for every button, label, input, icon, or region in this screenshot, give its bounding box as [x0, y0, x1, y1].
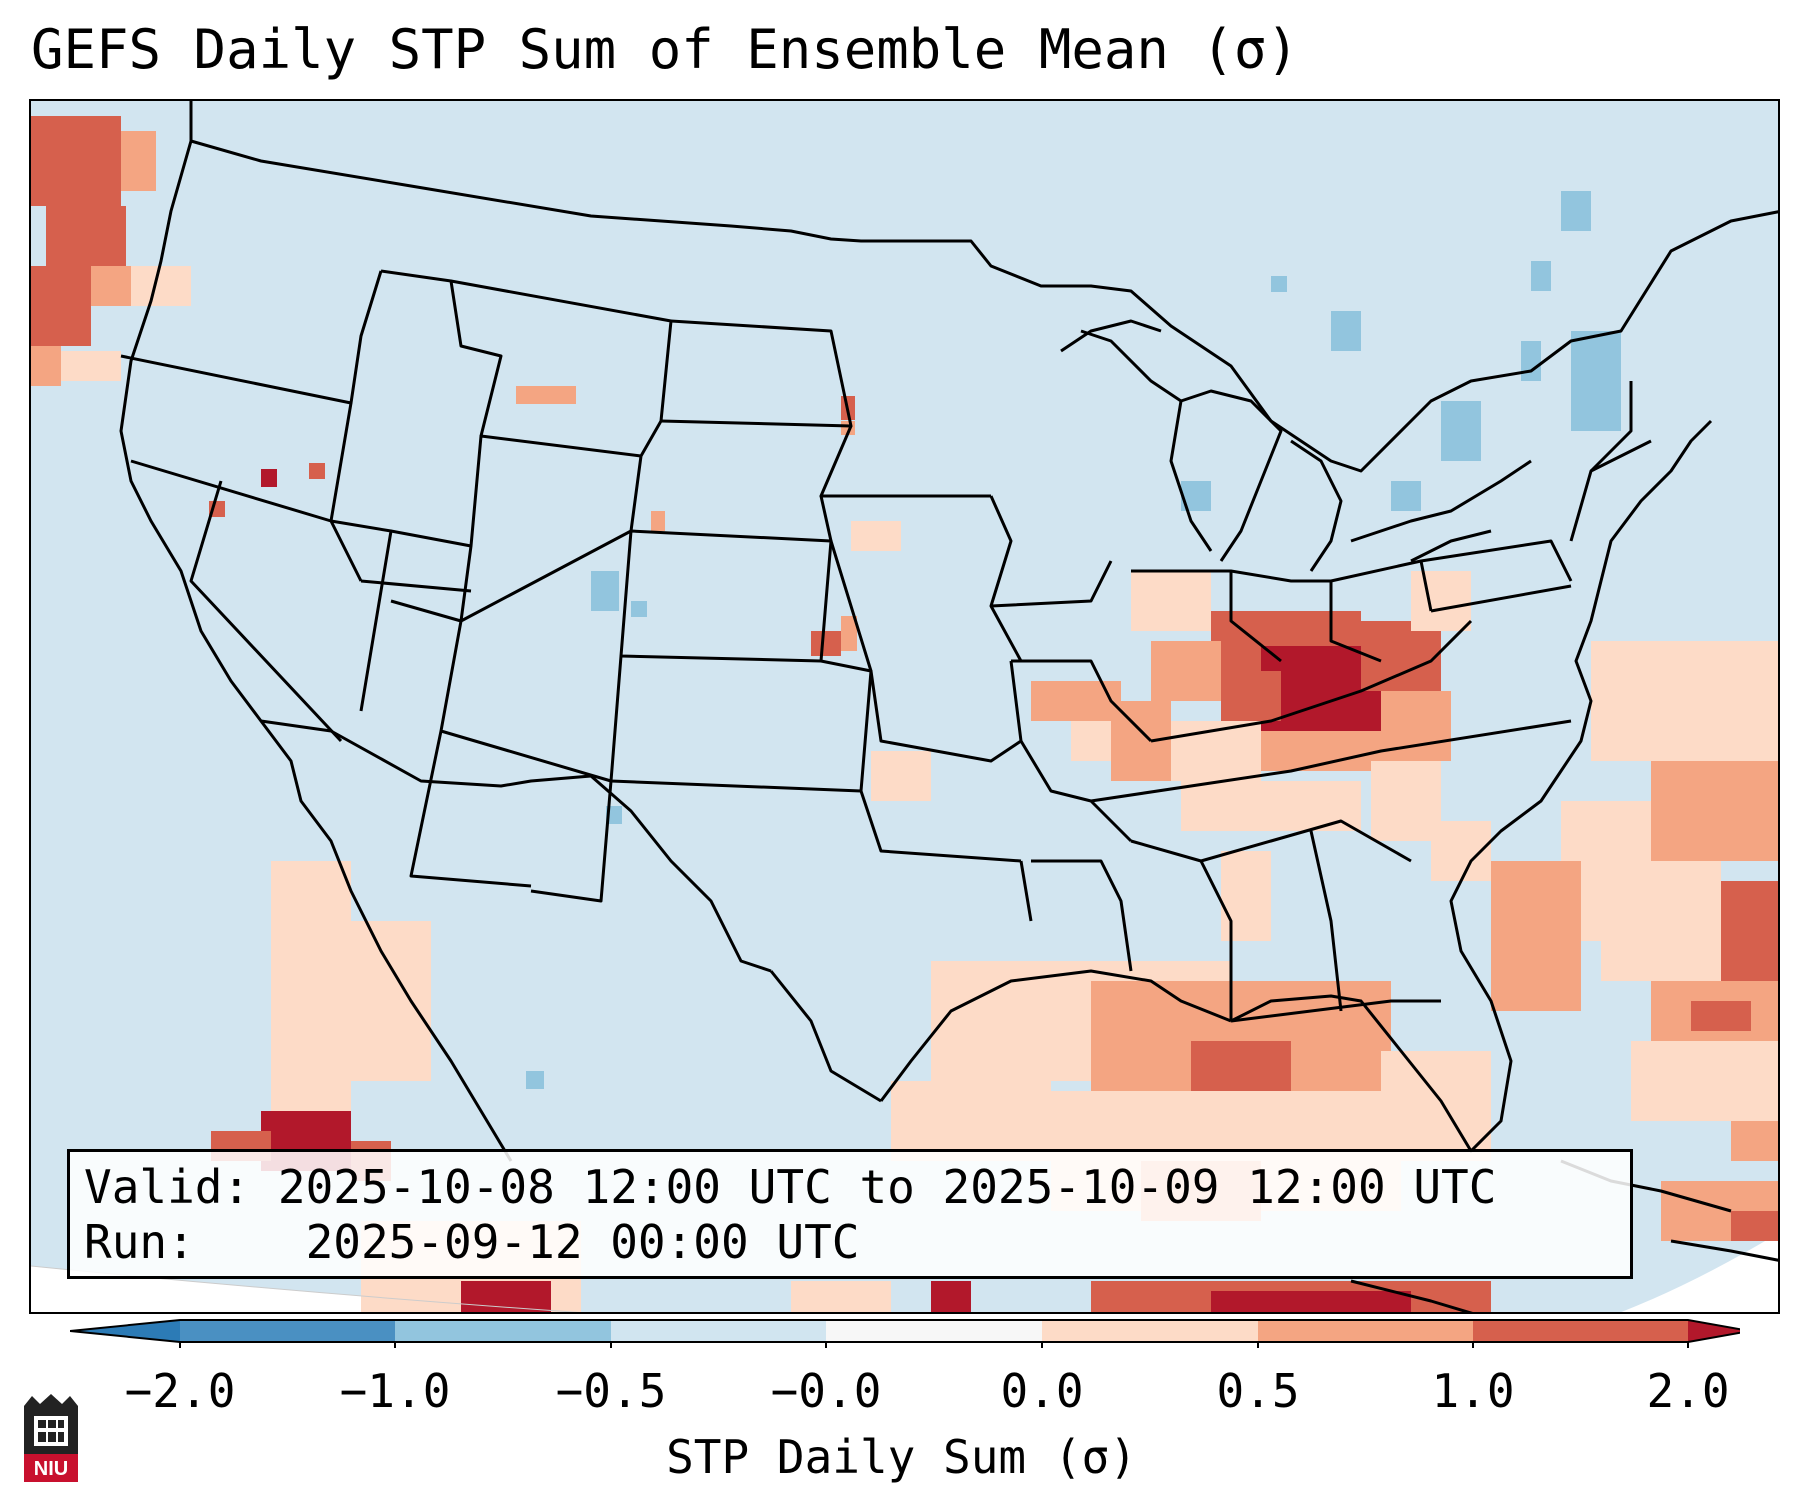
off-domain-area [31, 1266, 573, 1312]
run-label: Run: [84, 1215, 195, 1269]
state-borders [119, 101, 1778, 1162]
niu-logo: NIU [24, 1394, 78, 1482]
stp-negative-cells [526, 191, 1621, 1089]
colorbar-segment [180, 1320, 395, 1342]
colorbar-segment [826, 1320, 1042, 1342]
colorbar-extend-high [1688, 1320, 1740, 1342]
off-domain-area-right [1621, 1233, 1778, 1312]
stp-anomaly-cells [31, 116, 1778, 1312]
colorbar-tick: 0.0 [1000, 1364, 1084, 1418]
valid-time-box: Valid: 2025-10-08 12:00 UTC to 2025-10-0… [67, 1149, 1633, 1279]
colorbar-tick: −0.0 [770, 1364, 882, 1418]
colorbar-segment [1473, 1320, 1688, 1342]
run-value: 2025-09-12 00:00 UTC [305, 1215, 860, 1269]
colorbar-segment [395, 1320, 611, 1342]
colorbar-extend-low [70, 1320, 180, 1342]
colorbar-tick: 1.0 [1431, 1364, 1515, 1418]
colorbar-segment [1258, 1320, 1473, 1342]
map-canvas [31, 101, 1778, 1312]
colorbar [70, 1319, 1740, 1348]
map-title: GEFS Daily STP Sum of Ensemble Mean (σ) [31, 18, 1299, 81]
colorbar-tick: 2.0 [1646, 1364, 1730, 1418]
valid-value: 2025-10-08 12:00 UTC to 2025-10-09 12:00… [277, 1160, 1497, 1214]
colorbar-tick: 0.5 [1216, 1364, 1300, 1418]
colorbar-tick: −1.0 [339, 1364, 451, 1418]
colorbar-segment [1042, 1320, 1258, 1342]
colorbar-label: STP Daily Sum (σ) [666, 1430, 1137, 1484]
valid-row: Valid: 2025-10-08 12:00 UTC to 2025-10-0… [84, 1160, 1616, 1215]
colorbar-tick: −2.0 [124, 1364, 236, 1418]
run-row: Run: 2025-09-12 00:00 UTC [84, 1215, 1616, 1270]
niu-logo-text: NIU [34, 1458, 68, 1480]
colorbar-tick: −0.5 [555, 1364, 667, 1418]
colorbar-segment [611, 1320, 826, 1342]
stp-map [29, 99, 1780, 1314]
valid-label: Valid: [84, 1160, 251, 1214]
